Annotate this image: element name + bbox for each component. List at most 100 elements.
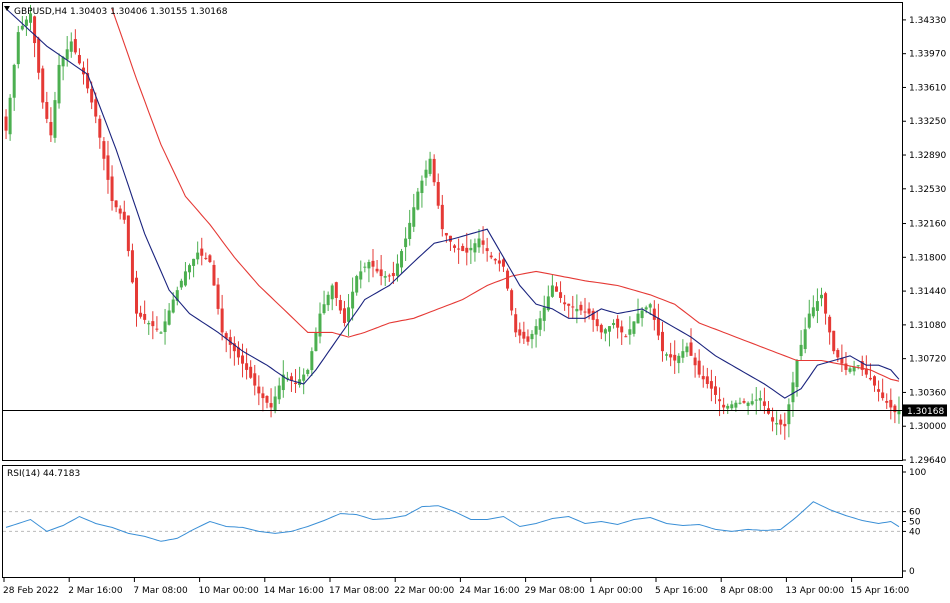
candle-bull — [856, 365, 860, 367]
candle-bull — [428, 158, 432, 174]
candle-bear — [253, 373, 257, 386]
candle-bear — [701, 376, 705, 380]
candle-bear — [241, 355, 245, 364]
candle-bear — [212, 264, 216, 286]
candle-bear — [391, 273, 395, 277]
candle-bull — [306, 369, 310, 374]
candle-bear — [245, 363, 249, 370]
collapse-triangle-icon[interactable] — [4, 6, 10, 11]
candle-bull — [273, 396, 277, 411]
candle-bull — [347, 307, 351, 322]
candle-bull — [147, 322, 151, 325]
candle-bear — [559, 292, 563, 298]
rsi-axis-tick-label: 100 — [909, 468, 926, 478]
rsi-line — [5, 501, 900, 542]
price-axis-tick-label: 1.32890 — [909, 151, 946, 161]
candle-bull — [363, 266, 367, 268]
candle-bear — [660, 331, 664, 352]
candle-bear — [457, 248, 461, 250]
rsi-axis-tick-label: 50 — [909, 518, 921, 528]
candle-bull — [603, 329, 607, 334]
candle-bull — [359, 271, 363, 280]
candle-bull — [848, 368, 852, 372]
candle-bear — [94, 99, 98, 117]
candle-bear — [824, 293, 828, 314]
candle-bear — [261, 393, 265, 399]
candle-bull — [546, 296, 550, 311]
candle-bear — [224, 333, 228, 339]
candle-bear — [836, 350, 840, 358]
candle-bear — [718, 399, 722, 402]
candle-bear — [616, 318, 620, 328]
price-axis-tick-label: 1.30360 — [909, 388, 946, 398]
time-axis-tick-label: 22 Mar 00:00 — [394, 586, 454, 596]
candle-bull — [550, 285, 554, 297]
candle-bull — [738, 402, 742, 404]
candle-bear — [762, 401, 766, 406]
candle-bull — [416, 191, 420, 210]
time-axis-tick-label: 5 Apr 16:00 — [655, 586, 708, 596]
candle-bull — [632, 321, 636, 334]
candle-bear — [518, 329, 522, 336]
candle-bull — [57, 64, 61, 104]
candle-bear — [77, 55, 81, 64]
axis-labels-layer: 1.34330 1.33970 1.33610 1.33250 1.32890 1.325… — [3, 16, 947, 596]
candle-bear — [489, 255, 493, 258]
rsi-layer — [3, 501, 902, 542]
candle-bull — [420, 180, 424, 194]
candle-bull — [636, 313, 640, 324]
candle-bear — [37, 38, 41, 73]
candle-bull — [183, 271, 187, 286]
candle-bear — [228, 337, 232, 345]
candle-bear — [265, 395, 269, 403]
price-axis-tick-label: 1.32160 — [909, 220, 946, 230]
candle-bull — [65, 49, 69, 60]
candle-bear — [722, 404, 726, 408]
candle-bull — [8, 97, 12, 135]
moving-average-fast-line — [5, 8, 900, 399]
candle-bull — [175, 290, 179, 301]
price-axis-tick-label: 1.31800 — [909, 253, 946, 263]
candle-bull — [29, 13, 33, 23]
rsi-label: RSI(14) 44.7183 — [7, 469, 80, 479]
candle-bear — [379, 269, 383, 277]
candle-bear — [885, 401, 889, 403]
candle-bear — [485, 248, 489, 252]
candle-bear — [493, 258, 497, 261]
candle-bull — [383, 276, 387, 278]
candle-bear — [204, 257, 208, 259]
candle-bear — [709, 381, 713, 389]
candle-bear — [114, 200, 118, 208]
candle-bear — [583, 311, 587, 313]
candle-bull — [167, 310, 171, 325]
candle-bear — [705, 376, 709, 384]
candle-bear — [334, 282, 338, 298]
rsi-pane-frame — [2, 465, 903, 578]
candle-bear — [440, 204, 444, 230]
candle-bear — [481, 240, 485, 245]
candle-bear — [106, 155, 110, 180]
candle-bear — [257, 386, 261, 394]
candle-bear — [652, 308, 656, 320]
candle-bear — [432, 158, 436, 183]
candle-bull — [750, 401, 754, 405]
candle-bull — [351, 291, 355, 309]
time-axis-tick-label: 1 Apr 00:00 — [590, 586, 643, 596]
candle-bear — [236, 347, 240, 358]
candle-bear — [877, 389, 881, 392]
candle-bear — [208, 255, 212, 262]
candle-bear — [893, 405, 897, 413]
candle-bear — [448, 235, 452, 242]
price-axis-tick-label: 1.29640 — [909, 456, 946, 466]
candle-bull — [538, 318, 542, 330]
candle-bull — [171, 299, 175, 313]
candle-bull — [677, 355, 681, 364]
candle-bear — [563, 302, 567, 305]
candle-bull — [326, 294, 330, 306]
candle-bull — [575, 308, 579, 312]
candle-bull — [424, 169, 428, 178]
candle-bull — [897, 410, 901, 415]
candle-bull — [640, 310, 644, 319]
